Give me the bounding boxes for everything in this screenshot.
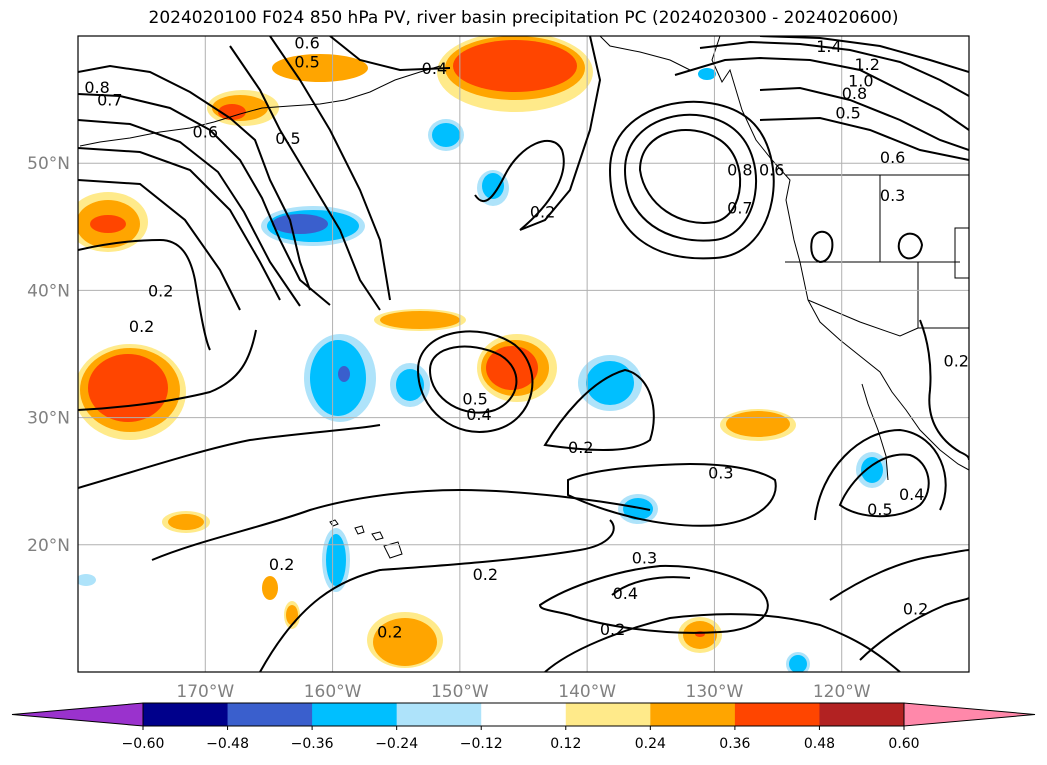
colorbar-tick-label: −0.36 [291,736,334,752]
colorbar: −0.60 −0.48 −0.36 −0.24 −0.12 0.12 0.24 0.36 0.4… [11,702,1036,752]
contour-label: 0.8 [727,161,752,180]
lon-label: 150°W [431,682,489,702]
contour-label: 0.4 [422,59,447,78]
contour-label: 0.4 [466,405,491,424]
lat-label: 20°N [27,536,70,556]
colorbar-tick-label: −0.12 [460,736,503,752]
contour-label: 0.6 [294,33,319,52]
pv-contours [78,36,969,672]
lon-label: 170°W [176,682,234,702]
lon-label: 120°W [813,682,871,702]
colorbar-over-arrow [903,702,1036,727]
contour-label: 0.5 [275,129,300,148]
colorbar-bin [819,703,905,726]
colorbar-bin [565,703,651,726]
colorbar-frame [142,702,905,727]
longitude-labels: 170°W 160°W 150°W 140°W 130°W 120°W [176,682,870,702]
colorbar-tick-label: 0.12 [550,736,581,752]
contour-label: 0.2 [269,555,294,574]
pv-contour-labels: 0.60.5 0.41.41.21.00.80.50.60.30.80.70.6 0… [84,33,969,641]
contour-label: 0.7 [97,91,122,110]
contour-label: 0.2 [473,565,498,584]
colorbar-bin [396,703,482,726]
lon-label: 140°W [558,682,616,702]
contour-label: 0.5 [462,390,487,409]
lat-label: 50°N [27,154,70,174]
hawaiian-islands [329,519,403,559]
contour-label: 0.3 [880,186,905,205]
contour-label: 0.3 [632,549,657,568]
colorbar-tick-label: 0.24 [635,736,666,752]
colorbar-tick-label: −0.60 [122,736,165,752]
colorbar-bin [481,703,567,726]
contour-label: 0.7 [727,199,752,218]
colorbar-tick-label: 0.48 [804,736,835,752]
contour-label: 1.4 [816,37,841,56]
contour-label: 0.5 [835,103,860,122]
contour-label: 0.2 [129,317,154,336]
latitude-labels: 50°N 40°N 30°N 20°N [27,154,70,556]
colorbar-bin [312,703,398,726]
contour-label: 0.2 [530,203,555,222]
contour-label: 0.2 [944,351,969,370]
lon-label: 130°W [686,682,744,702]
contour-label: 0.3 [708,463,733,482]
map-frame [77,35,970,673]
contour-label: 0.6 [759,161,784,180]
contour-label: 0.2 [148,281,173,300]
colorbar-tick-label: −0.48 [206,736,249,752]
contour-label: 0.8 [84,78,109,97]
contour-label: 0.5 [294,52,319,71]
contour-label: 0.2 [377,622,402,641]
colorbar-bin [650,703,736,726]
contour-label: 0.6 [880,148,905,167]
lat-label: 30°N [27,409,70,429]
colorbar-under-arrow [11,702,144,727]
lat-label: 40°N [27,281,70,301]
colorbar-tick-label: −0.24 [375,736,418,752]
contour-label: 1.0 [848,72,873,91]
map-title: 2024020100 F024 850 hPa PV, river basin … [148,8,899,28]
gridlines [78,36,969,672]
contour-label: 0.2 [600,620,625,639]
colorbar-bin [143,703,229,726]
lon-label: 160°W [304,682,362,702]
contour-label: 0.5 [867,500,892,519]
colorbar-tick-label: 0.36 [719,736,750,752]
colorbar-bin [734,703,820,726]
contour-label: 0.2 [903,599,928,618]
contour-label: 1.2 [854,55,879,74]
contour-label: 0.4 [899,485,924,504]
colorbar-bin [227,703,313,726]
contour-label: 0.2 [568,438,593,457]
contour-label: 0.4 [613,584,638,603]
colorbar-tick-label: 0.60 [888,736,919,752]
contour-label: 0.8 [842,84,867,103]
contour-label: 0.6 [193,122,218,141]
